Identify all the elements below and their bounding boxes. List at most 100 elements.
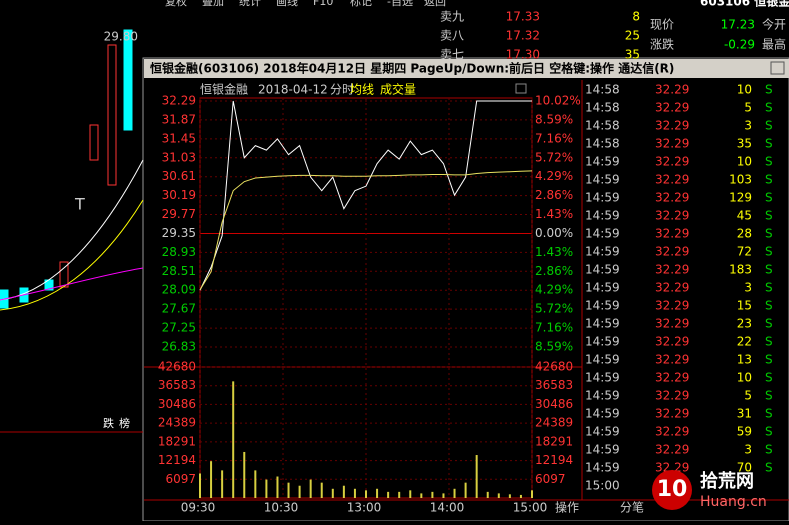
header-mode: 分时 — [330, 83, 354, 97]
volume-bar — [431, 491, 434, 498]
vol-tick-label: 30486 — [535, 397, 573, 411]
tick-price: 32.29 — [655, 425, 689, 439]
marker: T — [74, 195, 85, 214]
x-tick-label: 14:00 — [430, 501, 465, 515]
tab[interactable]: 操作 — [555, 500, 579, 515]
toolbar-item: F10 — [313, 0, 333, 8]
tick-side: S — [765, 317, 773, 331]
tick-time: 14:59 — [585, 191, 620, 205]
tick-time: 14:58 — [585, 101, 620, 115]
tick-side: S — [765, 155, 773, 169]
tick-time: 14:59 — [585, 443, 620, 457]
volume-bar — [353, 488, 356, 498]
header-avg: 均线 — [350, 83, 374, 97]
tick-side: S — [765, 371, 773, 385]
chart-button[interactable] — [515, 83, 527, 94]
tick-volume: 10 — [737, 83, 752, 97]
volume-bar — [309, 479, 312, 498]
tick-side: S — [765, 389, 773, 403]
pct-label: 2.86% — [535, 264, 573, 278]
tick-price: 32.29 — [655, 173, 689, 187]
toolbar-item: 返回 — [424, 0, 446, 8]
tick-price: 32.29 — [655, 191, 689, 205]
tick-time: 14:59 — [585, 155, 620, 169]
tick-price: 32.29 — [655, 353, 689, 367]
tick-volume: 103 — [729, 173, 752, 187]
quote-value: -0.29 — [724, 38, 755, 52]
tick-volume: 5 — [744, 101, 752, 115]
window-title: 恒银金融(603106) 2018年04月12日 星期四 PageUp/Down… — [150, 61, 674, 76]
volume-bar — [519, 494, 522, 498]
y-tick-label: 28.09 — [162, 283, 196, 297]
x-tick-label: 13:00 — [347, 501, 382, 515]
pct-label: 8.59% — [535, 112, 573, 126]
volume-bar — [243, 451, 246, 498]
quote-cell: 17.30 — [506, 48, 540, 62]
popup-window — [142, 57, 789, 522]
volume-bar — [497, 493, 500, 498]
candle — [89, 124, 99, 161]
y-tick-label: 27.25 — [162, 321, 196, 335]
vol-tick-label: 36583 — [535, 378, 573, 392]
pct-label: 5.72% — [535, 150, 573, 164]
tick-price: 32.29 — [655, 371, 689, 385]
quote-label: 现价 — [650, 18, 674, 32]
toolbar-item: 标记 — [350, 0, 372, 8]
tick-price: 32.29 — [655, 83, 689, 97]
y-tick-label: 29.35 — [162, 226, 196, 240]
tick-side: S — [765, 191, 773, 205]
volume-bar — [287, 482, 290, 498]
volume-bar — [254, 470, 257, 498]
header-name: 恒银金融 — [200, 82, 248, 97]
pct-label: 1.43% — [535, 207, 573, 221]
vol-tick-label: 30486 — [158, 397, 196, 411]
tick-time: 14:59 — [585, 389, 620, 403]
tick-side: S — [765, 407, 773, 421]
volume-bar — [298, 485, 301, 498]
tick-volume: 70 — [737, 461, 752, 475]
tick-side: S — [765, 425, 773, 439]
high-label: 29.80 — [104, 30, 138, 44]
y-tick-label: 31.03 — [162, 150, 196, 164]
tick-volume: 3 — [744, 443, 752, 457]
tag: 跌 — [103, 416, 114, 430]
quote-label: 今开 — [762, 17, 786, 32]
tick-side: S — [765, 281, 773, 295]
close-button[interactable] — [770, 61, 785, 75]
tick-time: 15:00 — [585, 479, 620, 493]
volume-bar — [342, 485, 345, 498]
toolbar-item: 复权 — [165, 0, 187, 8]
quote-cell: 17.32 — [506, 29, 540, 43]
quote-cell: 卖九 — [440, 10, 464, 24]
tick-time: 14:58 — [585, 83, 620, 97]
watermark-logo-text: 10 — [657, 477, 688, 502]
tick-volume: 10 — [737, 155, 752, 169]
avg-line — [199, 170, 533, 291]
tick-time: 14:59 — [585, 335, 620, 349]
y-tick-label: 29.77 — [162, 207, 196, 221]
tick-time: 14:59 — [585, 227, 620, 241]
volume-bar — [531, 490, 533, 498]
tick-time: 14:59 — [585, 245, 620, 259]
x-tick-label: 09:30 — [181, 501, 216, 515]
volume-bar — [232, 381, 235, 498]
watermark-url: Huang.cn — [700, 494, 767, 510]
tick-volume: 3 — [744, 281, 752, 295]
price-line — [199, 100, 532, 291]
vol-tick-label: 24389 — [535, 416, 573, 430]
tick-time: 14:58 — [585, 137, 620, 151]
volume-bar — [199, 473, 201, 498]
tick-side: S — [765, 299, 773, 313]
tick-price: 32.29 — [655, 245, 689, 259]
tick-time: 14:59 — [585, 281, 620, 295]
vol-tick-label: 12194 — [535, 453, 573, 467]
quote-cell: 卖八 — [440, 29, 464, 43]
tick-side: S — [765, 461, 773, 475]
tick-volume: 22 — [737, 335, 752, 349]
y-tick-label: 31.87 — [162, 112, 196, 126]
tab[interactable]: 分笔 — [620, 500, 644, 515]
tick-volume: 129 — [729, 191, 752, 205]
tick-time: 14:58 — [585, 119, 620, 133]
toolbar-item: 叠加 — [202, 0, 224, 8]
tick-volume: 35 — [737, 137, 752, 151]
